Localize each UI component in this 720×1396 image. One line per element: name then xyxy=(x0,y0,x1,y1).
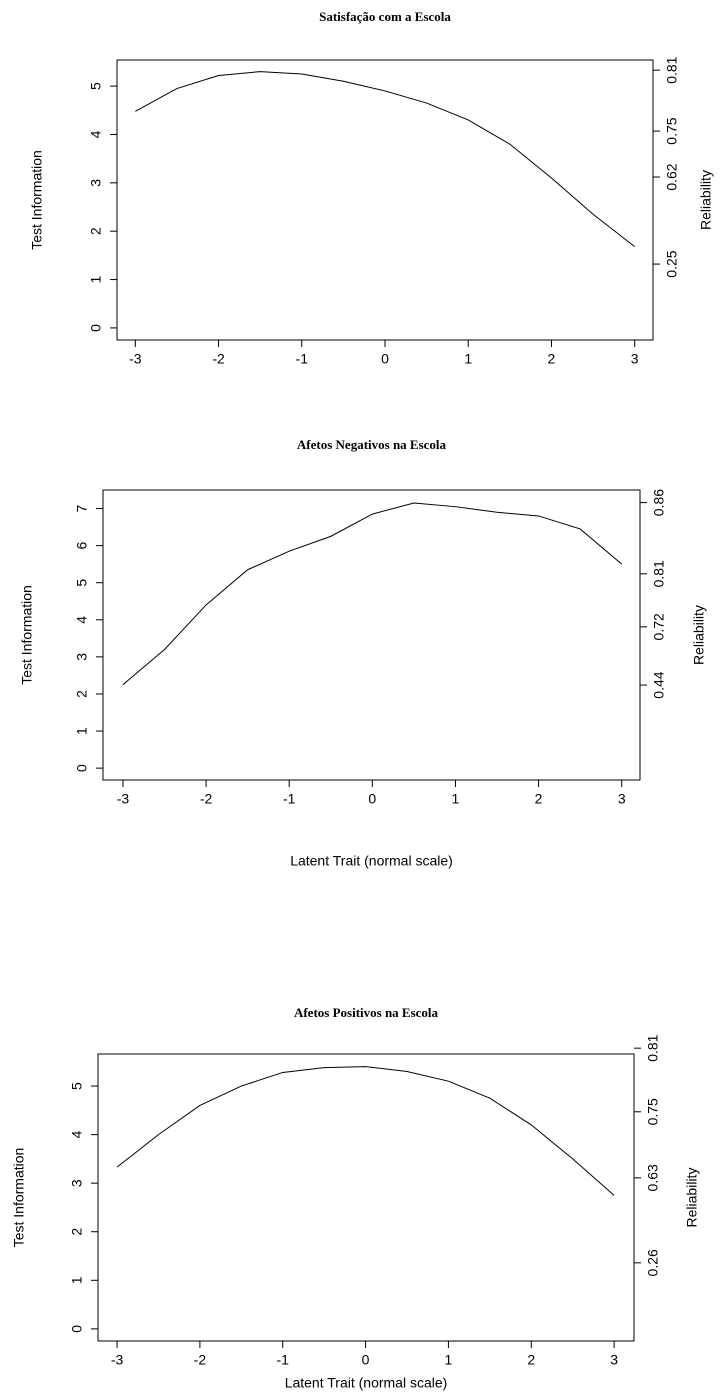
y-tick-label: 5 xyxy=(88,82,104,90)
y-tick-label: 3 xyxy=(74,653,90,661)
y2-tick-label: 0.75 xyxy=(664,117,680,144)
y-tick-label: 1 xyxy=(88,275,104,283)
y-tick-label: 1 xyxy=(74,727,90,735)
y2-tick-label: 0.72 xyxy=(651,613,667,640)
y2-tick-label: 0.62 xyxy=(664,163,680,190)
y2-tick-label: 0.81 xyxy=(651,560,667,587)
x-tick-label: 2 xyxy=(535,791,543,807)
y2-tick-label: 0.25 xyxy=(664,250,680,277)
x-tick-label: 0 xyxy=(381,351,389,367)
y-tick-label: 2 xyxy=(69,1228,85,1236)
x-tick-label: 0 xyxy=(362,1352,370,1368)
x-tick-label: -3 xyxy=(111,1352,124,1368)
x-tick-label: 0 xyxy=(368,791,376,807)
y2-tick-label: 0.75 xyxy=(645,1098,661,1125)
x-tick-label: 1 xyxy=(452,791,460,807)
x-axis-label: Latent Trait (normal scale) xyxy=(290,853,453,869)
y-tick-label: 5 xyxy=(74,579,90,587)
y-tick-label: 0 xyxy=(88,324,104,332)
y-tick-label: 1 xyxy=(69,1276,85,1284)
x-tick-label: -1 xyxy=(283,791,296,807)
x-tick-label: -2 xyxy=(212,351,225,367)
plot-box xyxy=(97,1053,635,1342)
x-tick-label: 3 xyxy=(610,1352,618,1368)
y2-axis-label: Reliability xyxy=(698,170,714,230)
y2-axis-label: Reliability xyxy=(691,605,707,665)
x-tick-label: 1 xyxy=(445,1352,453,1368)
x-tick-label: -1 xyxy=(296,351,309,367)
y2-tick-label: 0.44 xyxy=(651,671,667,698)
y-axis-label: Test Information xyxy=(11,1148,27,1248)
x-tick-label: 2 xyxy=(527,1352,535,1368)
plot-box xyxy=(116,59,654,341)
x-tick-label: -2 xyxy=(194,1352,207,1368)
x-tick-label: 3 xyxy=(618,791,626,807)
y2-tick-label: 0.86 xyxy=(651,489,667,516)
info-curve xyxy=(116,1066,615,1196)
y-tick-label: 0 xyxy=(69,1325,85,1333)
y2-axis-label: Reliability xyxy=(684,1168,700,1228)
y2-tick-label: 0.81 xyxy=(645,1034,661,1061)
y-tick-label: 3 xyxy=(69,1179,85,1187)
y2-tick-label: 0.81 xyxy=(664,56,680,83)
y-tick-label: 5 xyxy=(69,1082,85,1090)
y-tick-label: 7 xyxy=(74,504,90,512)
y-tick-label: 4 xyxy=(88,130,104,138)
y-tick-label: 3 xyxy=(88,179,104,187)
chart-title: Afetos Negativos na Escola xyxy=(297,437,447,452)
y2-tick-label: 0.26 xyxy=(645,1249,661,1276)
chart-title: Satisfação com a Escola xyxy=(319,9,451,24)
y-tick-label: 4 xyxy=(69,1131,85,1139)
x-tick-label: -1 xyxy=(277,1352,290,1368)
x-tick-label: 3 xyxy=(631,351,639,367)
x-tick-label: -2 xyxy=(200,791,213,807)
y-axis-label: Test Information xyxy=(29,150,45,250)
y-tick-label: 0 xyxy=(74,764,90,772)
plot-box xyxy=(102,489,641,781)
y-tick-label: 2 xyxy=(88,227,104,235)
y2-tick-label: 0.63 xyxy=(645,1164,661,1191)
chart-title: Afetos Positivos na Escola xyxy=(294,1005,439,1020)
x-axis-label: Latent Trait (normal scale) xyxy=(285,1375,448,1391)
info-curve xyxy=(122,502,623,686)
x-tick-label: 2 xyxy=(548,351,556,367)
y-tick-label: 6 xyxy=(74,542,90,550)
y-tick-label: 2 xyxy=(74,690,90,698)
x-tick-label: 1 xyxy=(464,351,472,367)
x-tick-label: -3 xyxy=(129,351,142,367)
y-tick-label: 4 xyxy=(74,616,90,624)
y-axis-label: Test Information xyxy=(19,585,35,685)
x-tick-label: -3 xyxy=(117,791,130,807)
info-curve xyxy=(135,71,635,248)
